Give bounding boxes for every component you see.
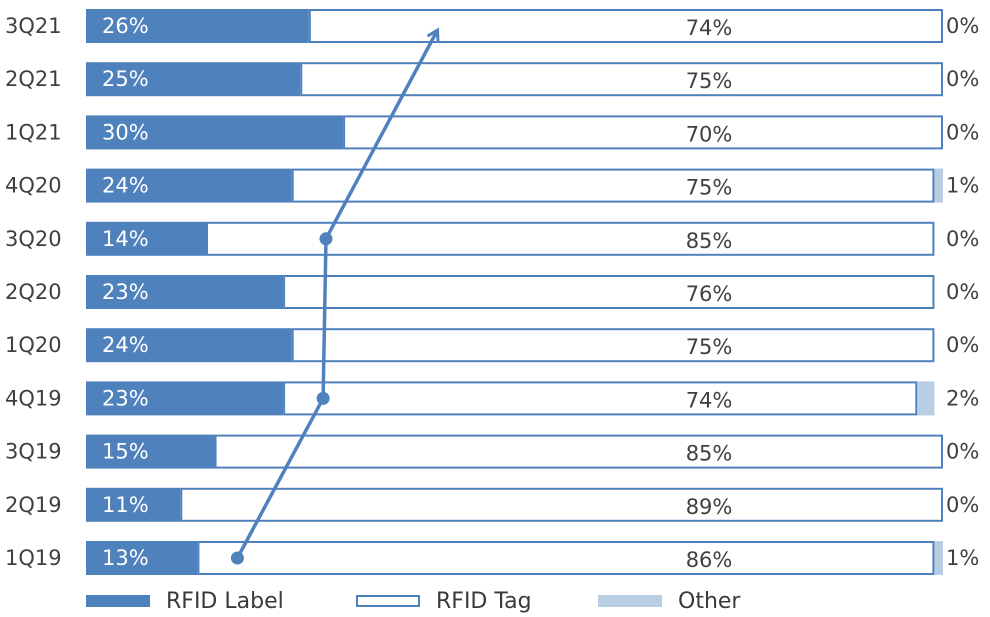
y-tick-label: 3Q21 bbox=[5, 14, 62, 38]
data-label-other: 2% bbox=[946, 386, 979, 410]
data-label-rfid-tag: 70% bbox=[686, 122, 733, 146]
bar-rfid-tag bbox=[343, 115, 944, 150]
bar-rfid-label bbox=[86, 221, 206, 256]
data-label-other: 0% bbox=[946, 67, 979, 91]
data-label-other: 0% bbox=[946, 120, 979, 144]
y-tick-label: 4Q19 bbox=[5, 386, 62, 410]
data-label-rfid-label: 14% bbox=[102, 227, 149, 251]
trend-point bbox=[316, 391, 330, 405]
bar-rfid-label bbox=[86, 275, 284, 309]
bar-rfid-label bbox=[86, 168, 292, 203]
data-label-other: 0% bbox=[946, 493, 979, 517]
y-tick-label: 2Q21 bbox=[5, 67, 62, 91]
bar-rfid-label bbox=[86, 115, 344, 150]
bar-rfid-tag bbox=[308, 9, 943, 43]
data-label-other: 0% bbox=[946, 14, 979, 38]
data-label-rfid-label: 30% bbox=[102, 120, 149, 144]
bar-other bbox=[934, 168, 943, 203]
y-tick-label: 4Q20 bbox=[5, 174, 62, 198]
data-label-rfid-tag: 85% bbox=[686, 229, 733, 253]
data-label-rfid-label: 15% bbox=[102, 440, 149, 464]
data-label-rfid-tag: 75% bbox=[686, 176, 733, 200]
data-label-rfid-tag: 86% bbox=[686, 548, 733, 572]
bar-other bbox=[934, 541, 943, 575]
data-label-rfid-label: 24% bbox=[102, 174, 149, 198]
bar-rfid-tag bbox=[283, 275, 935, 309]
y-tick-label: 3Q20 bbox=[5, 227, 62, 251]
data-label-rfid-label: 11% bbox=[102, 493, 149, 517]
bar-rfid-tag bbox=[180, 487, 943, 522]
y-tick-label: 3Q19 bbox=[5, 440, 62, 464]
data-label-rfid-tag: 75% bbox=[686, 69, 733, 93]
data-label-rfid-tag: 85% bbox=[686, 442, 733, 466]
bar-rfid-tag bbox=[197, 541, 935, 575]
bar-rfid-label bbox=[86, 487, 181, 522]
data-label-rfid-tag: 75% bbox=[686, 335, 733, 359]
data-label-other: 0% bbox=[946, 333, 979, 357]
bar-rfid-tag bbox=[214, 434, 944, 469]
y-tick-label: 1Q20 bbox=[5, 333, 62, 357]
bar-rfid-label bbox=[86, 541, 198, 575]
data-label-rfid-label: 13% bbox=[102, 546, 149, 570]
data-label-rfid-tag: 74% bbox=[686, 388, 733, 412]
data-label-other: 1% bbox=[946, 174, 979, 198]
bar-rfid-label bbox=[86, 62, 301, 97]
data-label-other: 1% bbox=[946, 546, 979, 570]
bar-rfid-tag bbox=[291, 168, 935, 203]
data-label-rfid-label: 26% bbox=[102, 14, 149, 38]
bar-rfid-label bbox=[86, 434, 215, 469]
data-label-rfid-label: 23% bbox=[102, 280, 149, 304]
bar-rfid-tag bbox=[205, 221, 935, 256]
bar-rfid-tag bbox=[300, 62, 943, 97]
data-label-rfid-tag: 76% bbox=[686, 282, 733, 306]
data-label-other: 0% bbox=[946, 227, 979, 251]
bar-rfid-label bbox=[86, 328, 292, 363]
y-tick-label: 1Q21 bbox=[5, 120, 62, 144]
data-label-rfid-label: 23% bbox=[102, 386, 149, 410]
data-label-rfid-label: 24% bbox=[102, 333, 149, 357]
data-label-rfid-tag: 74% bbox=[686, 16, 733, 40]
bar-rfid-label bbox=[86, 9, 309, 43]
trend-point bbox=[230, 551, 244, 565]
data-label-rfid-tag: 89% bbox=[686, 495, 733, 519]
y-tick-label: 2Q19 bbox=[5, 493, 62, 517]
bar-rfid-tag bbox=[291, 328, 935, 363]
data-label-rfid-label: 25% bbox=[102, 67, 149, 91]
bar-rfid-label bbox=[86, 381, 284, 416]
trend-point bbox=[319, 232, 333, 246]
data-label-other: 0% bbox=[946, 280, 979, 304]
bar-rfid-tag bbox=[283, 381, 918, 416]
y-tick-label: 2Q20 bbox=[5, 280, 62, 304]
bar-other bbox=[917, 381, 935, 416]
data-label-other: 0% bbox=[946, 440, 979, 464]
trend-arrow bbox=[235, 31, 437, 559]
y-tick-label: 1Q19 bbox=[5, 546, 62, 570]
